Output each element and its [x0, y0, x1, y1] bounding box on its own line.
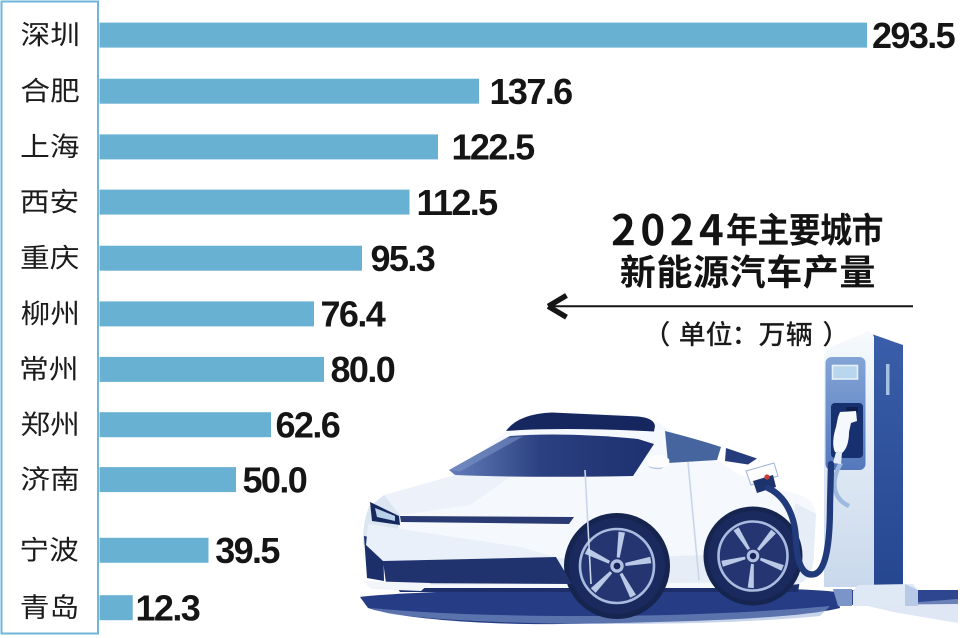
- svg-text:50.0: 50.0: [243, 459, 307, 500]
- svg-text:39.5: 39.5: [215, 530, 280, 571]
- svg-text:62.6: 62.6: [276, 404, 340, 445]
- svg-text:137.6: 137.6: [490, 71, 573, 112]
- svg-text:12.3: 12.3: [136, 587, 200, 628]
- svg-text:112.5: 112.5: [417, 182, 499, 223]
- svg-text:122.5: 122.5: [452, 127, 536, 168]
- svg-text:80.0: 80.0: [331, 349, 395, 390]
- svg-text:95.3: 95.3: [371, 238, 435, 279]
- svg-text:76.4: 76.4: [321, 294, 386, 335]
- svg-text:293.5: 293.5: [872, 15, 956, 56]
